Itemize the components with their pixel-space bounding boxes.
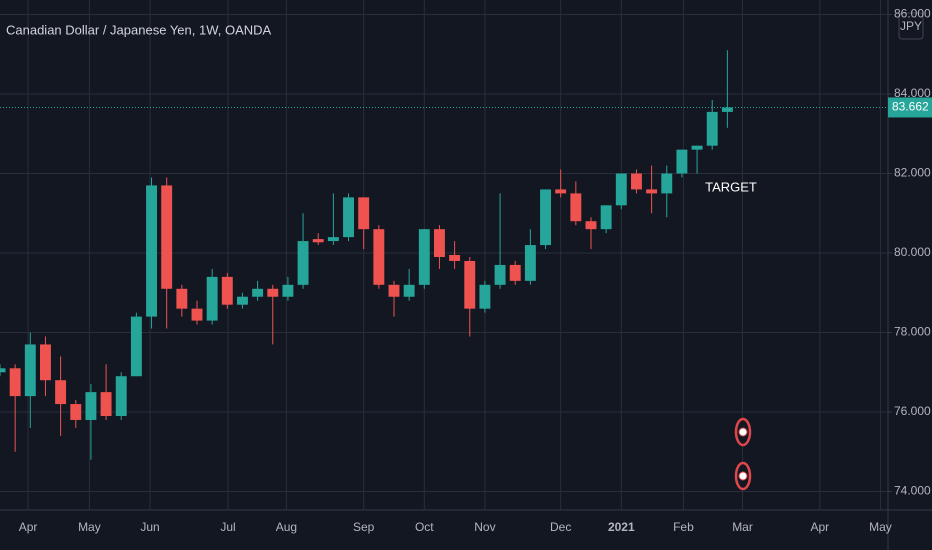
candle-body (282, 284, 294, 297)
candle-body (237, 296, 248, 305)
candle-body (433, 229, 445, 257)
candle-body (191, 308, 203, 321)
candles (0, 50, 733, 460)
chart-title: Canadian Dollar / Japanese Yen, 1W, OAND… (6, 22, 272, 37)
candle-body (540, 189, 551, 246)
x-tick-label: Jul (220, 520, 235, 534)
candle-body (373, 229, 385, 285)
candle-body (24, 344, 36, 397)
candle-body (706, 111, 718, 146)
y-tick-label: 86.000 (894, 7, 931, 21)
candle-body (494, 264, 506, 285)
candle-body (70, 404, 82, 420)
candle-body (509, 264, 521, 281)
x-tick-label: Feb (673, 520, 694, 534)
candle-body (297, 241, 309, 285)
x-tick-label: Sep (353, 520, 375, 534)
candle-body (130, 316, 142, 377)
x-tick-label: May (78, 520, 101, 534)
candle-body (115, 376, 127, 416)
candle-body (146, 185, 157, 317)
x-tick-label: Apr (19, 520, 38, 534)
candle-body (388, 284, 400, 297)
x-tick-label: Aug (276, 520, 297, 534)
y-tick-label: 82.000 (894, 166, 931, 180)
candle-body (646, 189, 658, 194)
candle-body (721, 107, 733, 112)
x-tick-label: Jun (140, 520, 159, 534)
y-tick-label: 74.000 (894, 484, 931, 498)
candle-body (555, 189, 567, 194)
candle-body (176, 288, 188, 309)
candle-body (418, 229, 430, 285)
candle-body (570, 193, 582, 222)
x-tick-label: Oct (415, 520, 434, 534)
candle-body (343, 197, 354, 238)
candle-body (312, 239, 324, 243)
candle-body (676, 149, 688, 174)
candle-body (221, 276, 233, 305)
last-price-label: 83.662 (892, 100, 929, 114)
candle-body (661, 173, 673, 194)
candle-body (85, 392, 97, 420)
candle-body (55, 380, 67, 405)
x-tick-label: 2021 (608, 520, 635, 534)
candle-body (449, 255, 461, 261)
candle-body (585, 221, 597, 230)
y-tick-label: 76.000 (894, 404, 931, 418)
x-tick-label: Mar (732, 520, 753, 534)
candle-body (252, 288, 264, 297)
candle-body (100, 392, 112, 416)
y-tick-label: 84.000 (894, 86, 931, 100)
candle-body (403, 284, 415, 297)
candle-body (630, 173, 642, 190)
candle-body (206, 276, 218, 321)
candle-body (464, 260, 476, 309)
x-tick-label: Dec (550, 520, 571, 534)
candle-body (161, 185, 173, 289)
candle-body (479, 284, 491, 309)
x-tick-label: Nov (474, 520, 495, 534)
candle-body (524, 245, 536, 281)
candle-body (615, 173, 627, 206)
last-price-box (888, 97, 932, 118)
annotation: TARGET (705, 179, 757, 194)
candle-body (358, 197, 370, 230)
candle-body (0, 368, 6, 373)
x-tick-label: Apr (810, 520, 829, 534)
currency[interactable]: JPY (900, 19, 922, 33)
candle-body (40, 344, 51, 381)
candle-body (267, 288, 279, 297)
y-tick-label: 80.000 (894, 245, 931, 259)
y-tick-label: 78.000 (894, 325, 931, 339)
candle-body (9, 368, 21, 397)
x-tick-label: May (869, 520, 892, 534)
candle-body (691, 145, 703, 150)
candle-body (327, 237, 339, 242)
currency-button[interactable] (898, 12, 924, 40)
event-icons[interactable] (734, 417, 752, 491)
candle-body (600, 205, 612, 230)
